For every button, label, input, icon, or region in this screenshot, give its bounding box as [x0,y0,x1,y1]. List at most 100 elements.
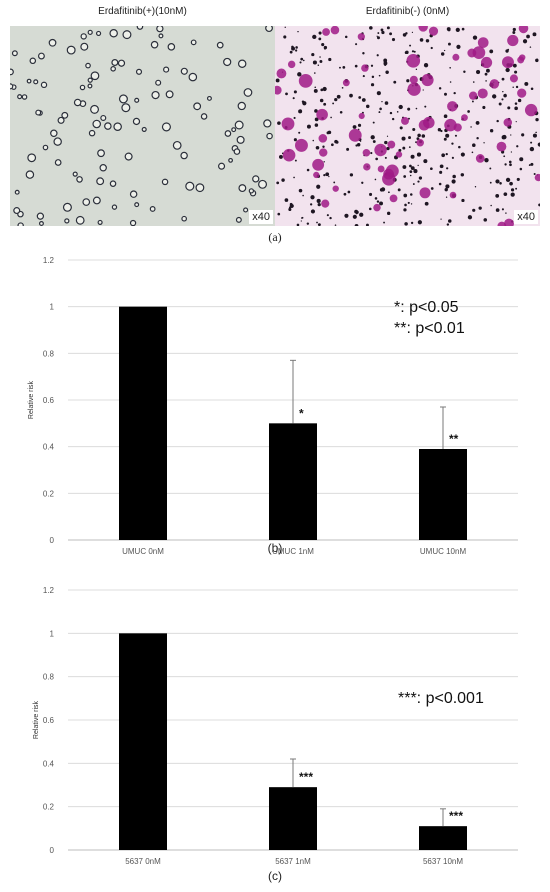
cell-mark [95,30,102,37]
pore-mark [516,177,520,181]
pore-mark [349,173,354,177]
x-tick-label: UMUC 10nM [420,547,467,556]
y-tick-label: 0.8 [43,673,55,682]
pore-mark [402,165,407,169]
y-axis-label: Relative risk [28,380,35,419]
cell-mark [134,202,140,208]
pore-mark [421,134,426,138]
stained-cell-mark [501,56,514,69]
pore-mark [509,181,513,186]
cell-mark [135,68,143,75]
cell-mark [132,117,141,126]
pore-mark [288,206,291,209]
pore-mark [349,93,353,98]
pore-mark [515,187,518,190]
pore-mark [514,70,518,74]
significance-marker: *** [299,770,313,784]
cell-mark [151,90,160,100]
cell-mark [37,52,45,60]
pore-mark [417,133,421,138]
stained-cell-mark [497,221,507,226]
pore-mark [484,72,488,76]
cell-mark [180,67,188,75]
stained-cell-mark [419,187,431,199]
pore-mark [521,133,525,137]
pore-mark [386,26,390,30]
pore-mark [329,216,332,220]
cell-mark [92,119,101,129]
panel-label: (c) [268,869,282,883]
pore-mark [533,172,536,176]
pore-mark [413,50,416,53]
pore-mark [322,145,325,148]
pore-mark [508,160,512,164]
pore-mark [342,65,346,69]
pore-mark [402,33,407,37]
pore-mark [302,194,304,197]
y-tick-label: 0 [50,846,55,855]
pore-mark [512,27,516,32]
pore-mark [389,32,393,36]
pore-mark [372,121,375,124]
pore-mark [530,162,534,166]
stained-cell-mark [452,53,460,61]
y-tick-label: 1.2 [43,586,55,595]
stained-cell-mark [363,163,371,171]
pore-mark [471,151,474,154]
cell-mark [88,129,96,137]
pore-mark [384,156,387,159]
pore-mark [377,32,380,34]
stained-cell-mark [385,164,399,178]
cell-mark [124,152,133,161]
pore-mark [275,78,280,83]
pore-mark [510,151,513,153]
pore-mark [410,193,413,196]
cell-mark [190,39,197,46]
pore-mark [281,178,285,182]
pore-mark [355,212,358,215]
pore-mark [417,164,419,167]
pore-mark [312,60,317,65]
pore-mark [505,212,507,214]
pore-mark [376,91,381,96]
bar [419,826,467,850]
pore-mark [422,89,424,91]
pore-mark [406,79,410,83]
cell-mark [85,62,91,69]
pore-mark [492,94,497,99]
x-tick-label: 5637 1nM [275,857,311,866]
pore-mark [470,126,472,128]
pore-mark [430,187,434,190]
stained-cell-mark [449,191,457,199]
x-tick-label: 5637 0nM [125,857,161,866]
pore-mark [529,46,532,48]
cell-mark [200,113,208,120]
pore-mark [376,54,379,57]
pore-mark [391,37,396,42]
micrograph-background [275,26,540,226]
chart-umuc: 0 0.2 0.4 0.6 0.8 1 1.2 Relative risk UMUC 0nM * U… [28,256,518,556]
cell-mark [38,221,44,226]
stained-cell-mark [322,28,330,36]
cell-mark [14,189,20,195]
micrograph-treated: x40 [10,26,275,226]
cell-mark [134,97,140,103]
pore-mark [293,116,296,120]
pore-mark [512,86,514,89]
stained-cell-mark [509,74,518,83]
pore-mark [430,46,433,50]
pore-mark [440,52,445,56]
cell-mark [122,30,132,40]
cell-mark [111,59,119,67]
stained-cell-mark [377,165,385,173]
pore-mark [410,221,414,225]
pore-mark [357,143,361,147]
pore-mark [361,98,366,102]
pore-mark [419,38,424,42]
pore-mark [291,46,295,51]
right-image-title: Erdafitinib(-) (0nM) [365,6,450,17]
pore-mark [439,164,444,169]
pore-mark [306,124,311,129]
cell-mark [243,88,253,97]
cell-mark [228,157,233,163]
